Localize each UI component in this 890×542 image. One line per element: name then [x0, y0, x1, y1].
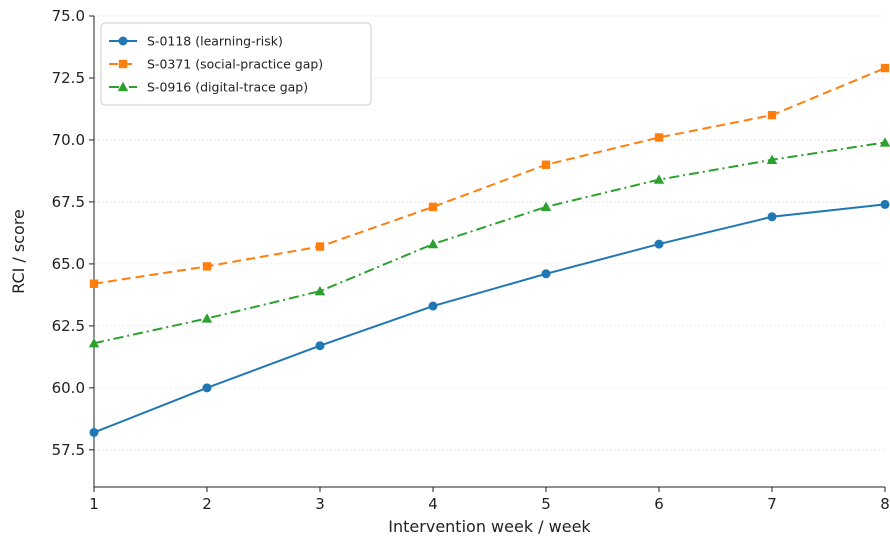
data-point	[767, 110, 777, 120]
legend-marker	[117, 81, 129, 92]
data-point	[541, 269, 551, 279]
legend-marker	[118, 36, 128, 46]
series-layer	[88, 63, 890, 437]
legend: S-0118 (learning-risk) S-0371 (social-pra…	[100, 22, 372, 106]
data-point	[540, 201, 552, 212]
series-line	[93, 67, 886, 285]
legend-label: S-0916 (digital-trace gap)	[147, 80, 308, 95]
data-point	[202, 383, 212, 393]
series-1	[89, 199, 890, 437]
x-tick-label: 4	[428, 495, 438, 513]
data-point	[89, 427, 99, 437]
data-point	[89, 279, 99, 288]
data-point	[879, 137, 890, 147]
data-point	[654, 239, 664, 249]
data-point	[880, 63, 890, 73]
y-tick-label: 60.0	[52, 379, 85, 397]
x-tick-label: 5	[541, 495, 551, 513]
data-point	[427, 238, 439, 249]
data-point	[541, 160, 551, 169]
data-point	[201, 313, 213, 323]
y-tick-label: 62.5	[52, 317, 85, 335]
series-3	[88, 137, 890, 348]
series-line	[93, 203, 886, 434]
data-point	[88, 338, 100, 348]
data-point	[315, 341, 325, 351]
data-point	[315, 242, 325, 251]
y-tick-label: 70.0	[52, 131, 85, 149]
legend-entry: S-0118 (learning-risk)	[109, 34, 283, 49]
x-tick-label: 1	[89, 495, 99, 513]
data-point	[428, 301, 438, 311]
data-point	[654, 133, 664, 142]
legend-label: S-0118 (learning-risk)	[147, 34, 283, 49]
series-2	[89, 63, 890, 288]
data-point	[428, 202, 438, 212]
data-point	[653, 174, 665, 184]
legend-entry: S-0916 (digital-trace gap)	[109, 80, 308, 95]
y-tick-label: 72.5	[52, 69, 85, 87]
legend-label: S-0371 (social-practice gap)	[147, 57, 323, 72]
y-tick-label: 75.0	[52, 7, 85, 25]
x-tick-label: 2	[202, 495, 212, 513]
data-point	[314, 285, 326, 296]
legend-entry: S-0371 (social-practice gap)	[109, 57, 323, 72]
series-line	[93, 141, 886, 345]
x-tick-label: 7	[767, 495, 777, 513]
y-tick-label: 57.5	[52, 441, 85, 459]
y-tick-label: 67.5	[52, 193, 85, 211]
x-tick-label: 8	[880, 495, 890, 513]
x-tick-label: 6	[654, 495, 664, 513]
y-axis-title: RCI / score	[9, 209, 28, 294]
data-point	[767, 212, 777, 222]
legend-marker	[118, 59, 128, 69]
data-point	[766, 154, 778, 164]
data-point	[202, 262, 212, 271]
y-tick-label: 65.0	[52, 255, 85, 273]
x-tick-label: 3	[315, 495, 325, 513]
x-axis-title: Intervention week / week	[388, 517, 591, 536]
axes-layer: 57.5 60.0 62.5 65.0 67.5 70.0 72.5 75.0 1 2 3 4 5 6 7 8	[52, 7, 890, 513]
legend-box	[100, 22, 372, 106]
data-point	[880, 199, 890, 209]
